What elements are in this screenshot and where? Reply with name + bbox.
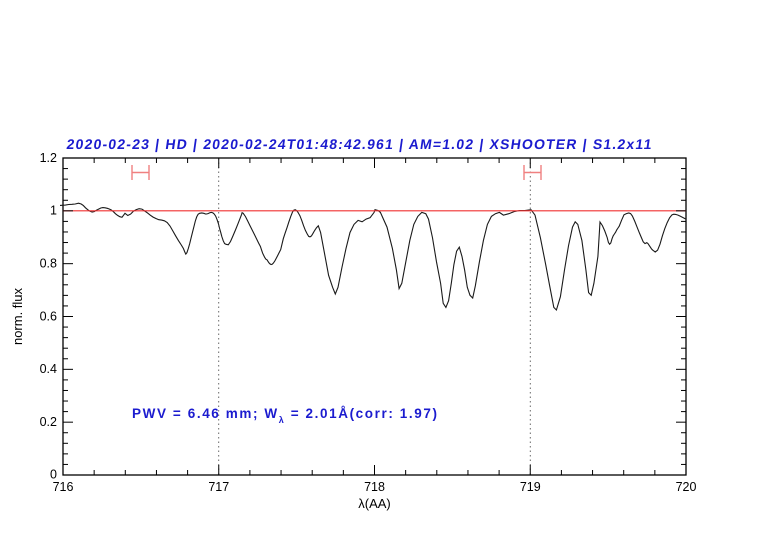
svg-text:2020-02-23 | HD | 2020-02-24T0: 2020-02-23 | HD | 2020-02-24T01:48:42.96… [66,136,654,152]
svg-text:1.2: 1.2 [40,151,57,165]
svg-text:717: 717 [208,480,229,494]
svg-text:λ(AA): λ(AA) [358,496,391,511]
svg-text:0.8: 0.8 [40,257,57,271]
svg-text:1: 1 [50,204,57,218]
svg-text:716: 716 [53,480,74,494]
svg-text:720: 720 [676,480,697,494]
svg-text:norm. flux: norm. flux [10,287,25,345]
svg-text:0.6: 0.6 [40,309,57,323]
svg-text:0: 0 [50,468,57,482]
svg-text:719: 719 [520,480,541,494]
svg-text:718: 718 [364,480,385,494]
svg-text:0.4: 0.4 [40,362,57,376]
svg-text:0.2: 0.2 [40,415,57,429]
